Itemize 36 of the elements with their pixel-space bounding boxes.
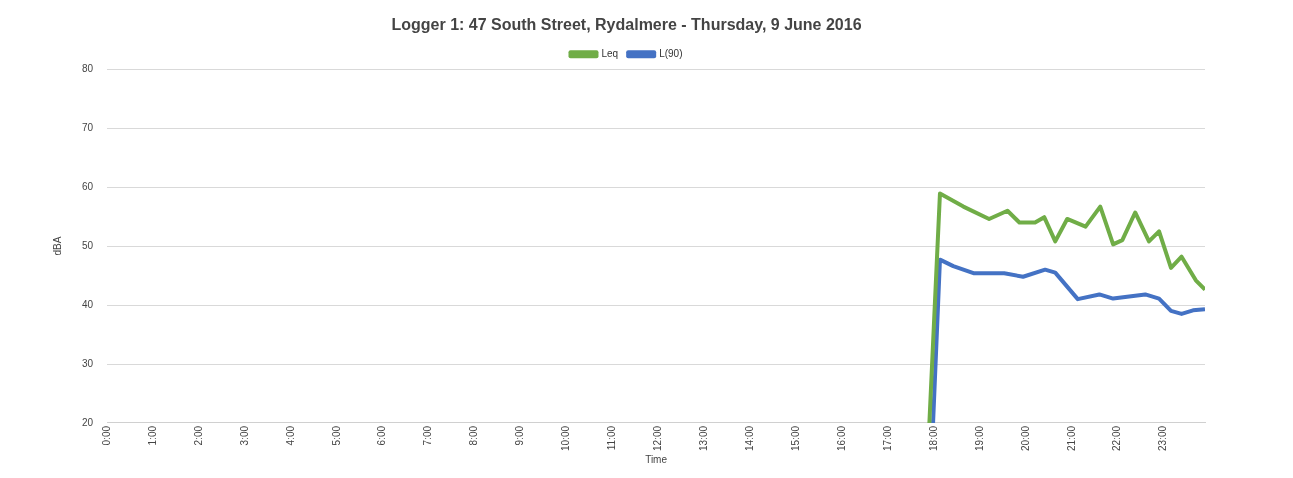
y-tick-label: 80 xyxy=(82,62,94,74)
x-tick-label: 12:00 xyxy=(652,425,664,452)
x-tick-label: 3:00 xyxy=(238,425,250,446)
x-tick-label: 8:00 xyxy=(468,425,480,446)
x-tick-label: 11:00 xyxy=(606,425,618,451)
x-tick-label: 14:00 xyxy=(743,425,755,452)
x-tick-label: 19:00 xyxy=(973,425,985,452)
y-tick-label: 60 xyxy=(82,180,94,192)
y-tick-label: 40 xyxy=(82,298,94,310)
x-tick-label: 22:00 xyxy=(1111,425,1123,452)
x-tick-label: 18:00 xyxy=(927,425,939,452)
x-tick-label: 4:00 xyxy=(284,425,296,446)
x-tick-label: 20:00 xyxy=(1019,425,1031,452)
x-tick-label: 9:00 xyxy=(514,425,526,446)
x-tick-label: 17:00 xyxy=(881,425,893,452)
y-tick-label: 50 xyxy=(82,239,94,251)
x-tick-label: 23:00 xyxy=(1157,425,1169,452)
y-tick-label: 30 xyxy=(82,357,94,369)
x-tick-label: 1:00 xyxy=(146,425,158,446)
x-tick-label: 15:00 xyxy=(789,425,801,452)
y-tick-label: 70 xyxy=(82,121,94,133)
x-tick-label: 2:00 xyxy=(192,425,204,446)
x-tick-label: 7:00 xyxy=(422,425,434,446)
legend-label: L(90) xyxy=(659,47,683,59)
chart-title: Logger 1: 47 South Street, Rydalmere - Thursday, 9 June 2016 xyxy=(391,16,862,34)
x-tick-label: 5:00 xyxy=(330,425,342,446)
x-axis-title: Time xyxy=(645,453,668,465)
x-tick-label: 13:00 xyxy=(698,425,710,452)
legend-label: Leq xyxy=(601,47,619,59)
x-tick-label: 16:00 xyxy=(835,425,847,452)
x-tick-label: 21:00 xyxy=(1065,425,1077,452)
y-tick-label: 20 xyxy=(82,416,94,428)
x-tick-label: 6:00 xyxy=(376,425,388,446)
y-axis-title: dBA xyxy=(51,236,63,256)
x-tick-label: 10:00 xyxy=(560,425,572,452)
x-tick-label: 0:00 xyxy=(100,425,112,446)
